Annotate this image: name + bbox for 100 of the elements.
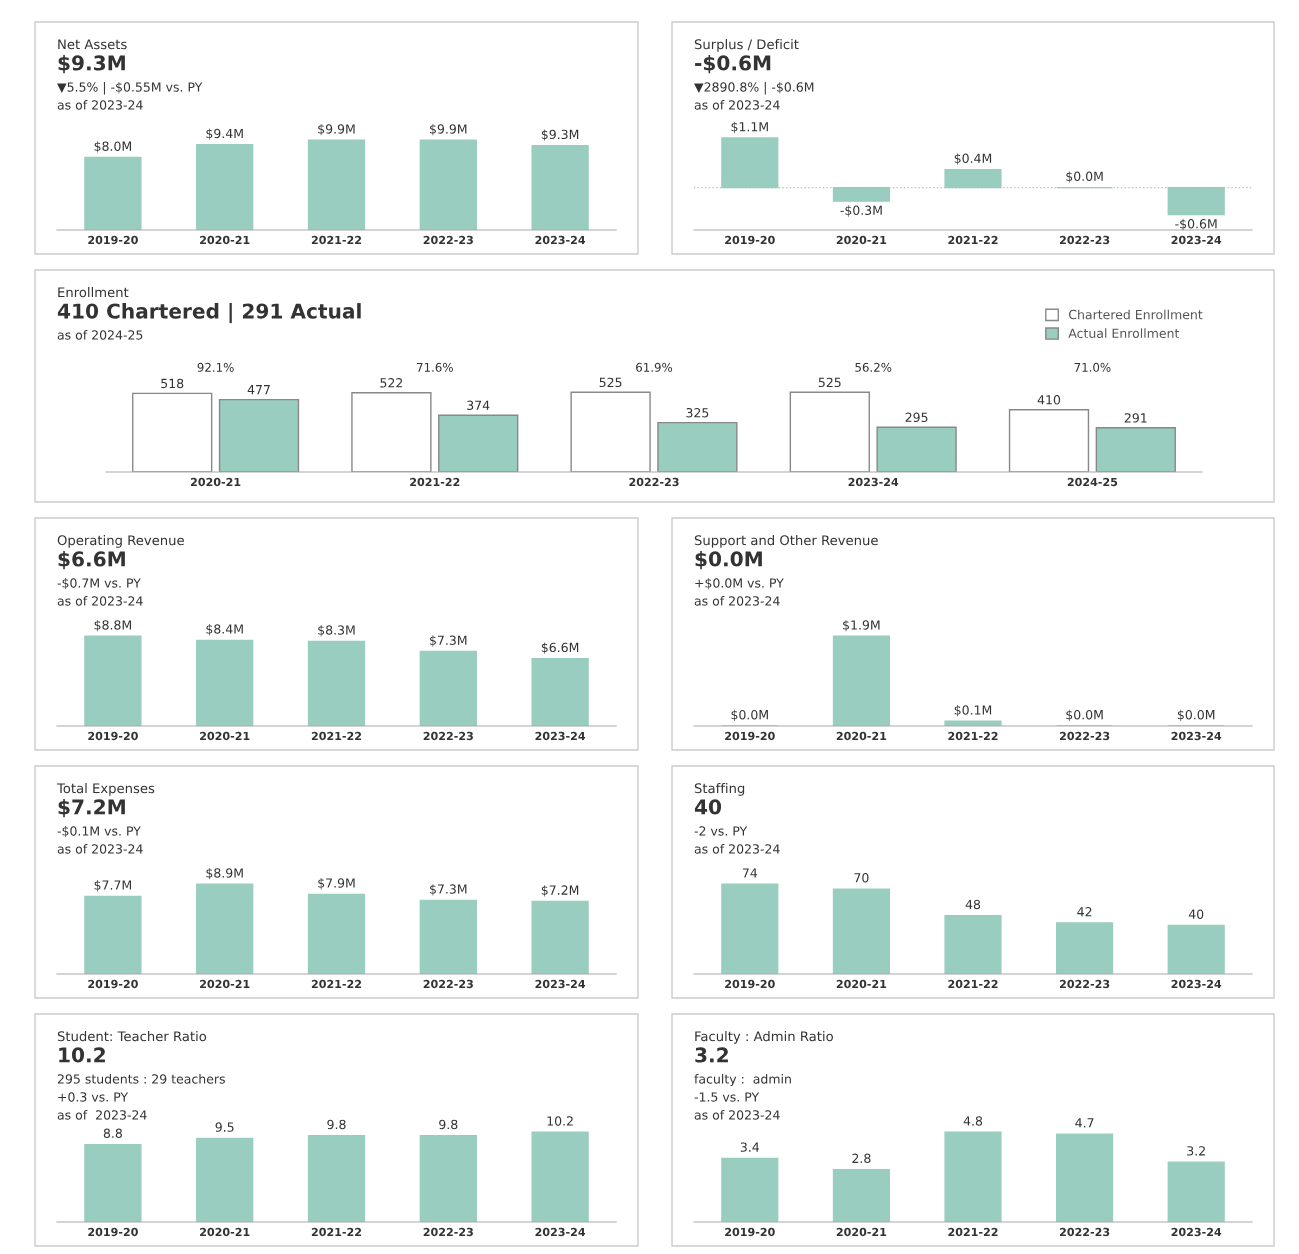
data-label: 9.5 <box>215 1122 234 1132</box>
data-label: $0.0M <box>1066 709 1103 722</box>
data-label: $9.9M <box>430 123 467 136</box>
chart-title: Faculty : Admin Ratio <box>695 1031 833 1044</box>
data-label: $0.1M <box>954 705 992 717</box>
x-tick-label: 2021-22 <box>311 235 362 245</box>
text: as of 2023-24 <box>57 596 143 606</box>
text: 71.6% <box>417 362 453 372</box>
text: faculty : admin <box>694 1074 791 1087</box>
data-label: 325 <box>686 408 709 418</box>
x-tick-label: 2022-23 <box>629 477 679 487</box>
chart-subtitle: 3.2 <box>695 1047 728 1063</box>
data-label: $9.3M <box>541 129 579 141</box>
data-label: 74 <box>742 868 758 878</box>
x-tick-label: 2023-24 <box>535 979 586 989</box>
text: as of 2023-24 <box>694 844 780 854</box>
text: as of 2023-24 <box>694 596 780 606</box>
data-label: 3.2 <box>1187 1146 1205 1156</box>
chart-subtitle: 410 Chartered | 291 Actual <box>57 303 361 324</box>
data-label: $9.4M <box>206 128 243 140</box>
data-label: 525 <box>599 377 622 388</box>
data-label: $7.9M <box>318 878 355 890</box>
chart-subtitle: 40 <box>694 799 722 815</box>
data-label: 9.8 <box>439 1119 458 1130</box>
x-tick-label: 2020-21 <box>190 477 241 487</box>
data-label: 410 <box>1037 395 1061 405</box>
x-tick-label: 2020-21 <box>200 235 250 245</box>
text: 56.2% <box>855 362 892 372</box>
text: as of 2023-24 <box>694 100 780 110</box>
x-tick-label: 2020-21 <box>200 1227 250 1237</box>
chart-title: Enrollment <box>58 287 129 298</box>
x-tick-label: 2021-22 <box>948 979 998 989</box>
x-tick-label: 2021-22 <box>948 235 998 245</box>
text: as of 2023-24 <box>57 1110 147 1120</box>
data-label: 291 <box>1124 413 1147 423</box>
x-tick-label: 2020-21 <box>836 1227 887 1237</box>
chart-subtitle: 10.2 <box>59 1047 105 1063</box>
chart-title: Student: Teacher Ratio <box>57 1031 207 1042</box>
data-label: 522 <box>380 378 403 388</box>
data-label: 525 <box>818 377 841 388</box>
chart-title: Net Assets <box>58 39 127 50</box>
data-label: $1.1M <box>731 121 768 134</box>
data-label: $8.9M <box>206 867 243 880</box>
data-label: -$0.6M <box>1175 218 1217 231</box>
data-label: 42 <box>1077 907 1092 917</box>
chart-title: Support and Other Revenue <box>694 535 878 548</box>
x-tick-label: 2022-23 <box>423 235 473 245</box>
data-label: $6.6M <box>541 642 579 654</box>
x-tick-label: 2022-23 <box>1059 979 1110 989</box>
x-tick-label: 2022-23 <box>423 1227 473 1237</box>
chart-title: Surplus / Deficit <box>694 39 799 52</box>
data-label: $9.9M <box>318 123 355 136</box>
x-tick-label: 2022-23 <box>423 979 473 989</box>
x-tick-label: 2019-20 <box>88 979 138 989</box>
text: -2 vs. PY <box>694 826 748 836</box>
x-tick-label: 2021-22 <box>410 477 460 487</box>
x-tick-label: 2020-21 <box>200 979 250 989</box>
data-label: 4.8 <box>963 1116 983 1126</box>
legend-label: Actual Enrollment <box>1068 328 1180 339</box>
data-label: 9.8 <box>327 1119 346 1130</box>
x-tick-label: 2023-24 <box>1171 731 1222 741</box>
x-tick-label: 2021-22 <box>948 1227 998 1237</box>
text: -$0.7M vs. PY <box>57 578 141 590</box>
x-tick-label: 2020-21 <box>836 731 887 741</box>
chart-title: Staffing <box>694 783 745 796</box>
data-label: $7.3M <box>430 884 467 896</box>
data-label: $0.0M <box>1066 171 1103 183</box>
text: as of 2023-24 <box>57 100 143 110</box>
text: 71.0% <box>1074 362 1111 372</box>
data-label: $8.4M <box>206 624 243 636</box>
data-label: $7.7M <box>94 880 131 892</box>
data-label: $1.9M <box>843 619 880 632</box>
data-label: 295 <box>905 412 928 423</box>
text: -1.5 vs. PY <box>694 1092 760 1102</box>
x-tick-label: 2023-24 <box>1171 235 1222 245</box>
x-tick-label: 2024-25 <box>1067 477 1118 487</box>
chart-subtitle: $6.6M <box>58 551 125 570</box>
x-tick-label: 2022-23 <box>423 731 473 741</box>
text: ▼2890.8% | -$0.6M <box>694 82 814 95</box>
data-label: -$0.3M <box>840 205 882 217</box>
data-label: 477 <box>247 385 270 395</box>
x-tick-label: 2022-23 <box>1059 731 1110 741</box>
x-tick-label: 2021-22 <box>311 979 362 989</box>
x-tick-label: 2021-22 <box>311 731 362 741</box>
text: ▼5.5% | -$0.55M vs. PY <box>57 82 203 95</box>
x-tick-label: 2021-22 <box>948 731 998 741</box>
x-tick-label: 2023-24 <box>535 235 586 245</box>
chart-subtitle: $7.2M <box>58 799 125 818</box>
x-tick-label: 2019-20 <box>88 731 138 741</box>
data-label: 70 <box>854 873 869 883</box>
x-tick-label: 2023-24 <box>848 477 899 487</box>
text: 295 students : 29 teachers <box>57 1074 225 1084</box>
data-label: $7.3M <box>430 635 467 647</box>
data-label: $7.2M <box>541 885 579 897</box>
chart-subtitle: $0.0M <box>695 551 762 570</box>
text: -$0.1M vs. PY <box>57 826 141 838</box>
data-label: 40 <box>1188 909 1204 919</box>
data-label: 4.7 <box>1075 1118 1094 1128</box>
data-label: 3.4 <box>740 1142 760 1152</box>
chart-subtitle: $9.3M <box>58 55 125 74</box>
